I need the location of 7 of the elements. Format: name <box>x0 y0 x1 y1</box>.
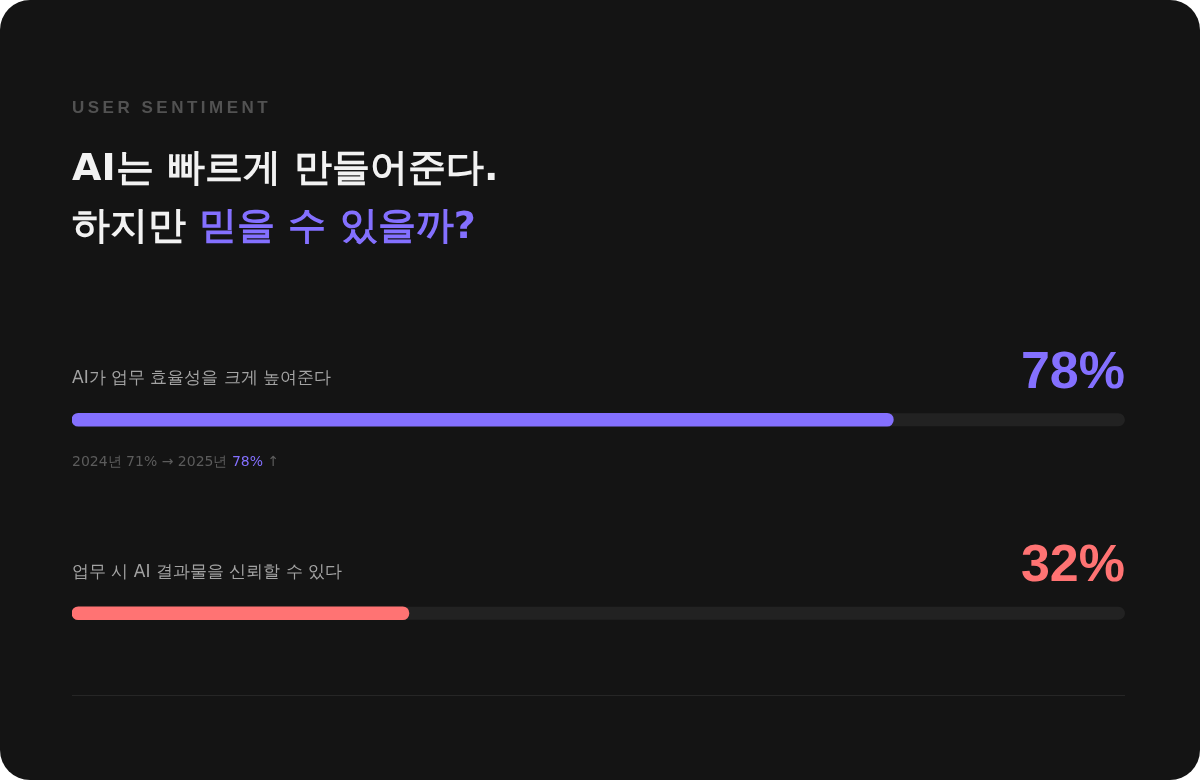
data-label: 32% <box>1020 534 1125 593</box>
chart-subtitle: USER SENTIMENT <box>72 97 272 117</box>
data-label: 78% <box>1020 340 1125 399</box>
y-tick-label: 업무 시 AI 결과물을 신뢰할 수 있다 <box>72 560 343 581</box>
chart-title: AI는 빠르게 만들어준다. 하지만 믿을 수 있을까? <box>72 144 499 247</box>
annotation: 2024년 71% → 2025년 78% ↑ <box>72 453 280 470</box>
y-tick-label: AI가 업무 효율성을 크게 높여준다 <box>72 367 332 388</box>
